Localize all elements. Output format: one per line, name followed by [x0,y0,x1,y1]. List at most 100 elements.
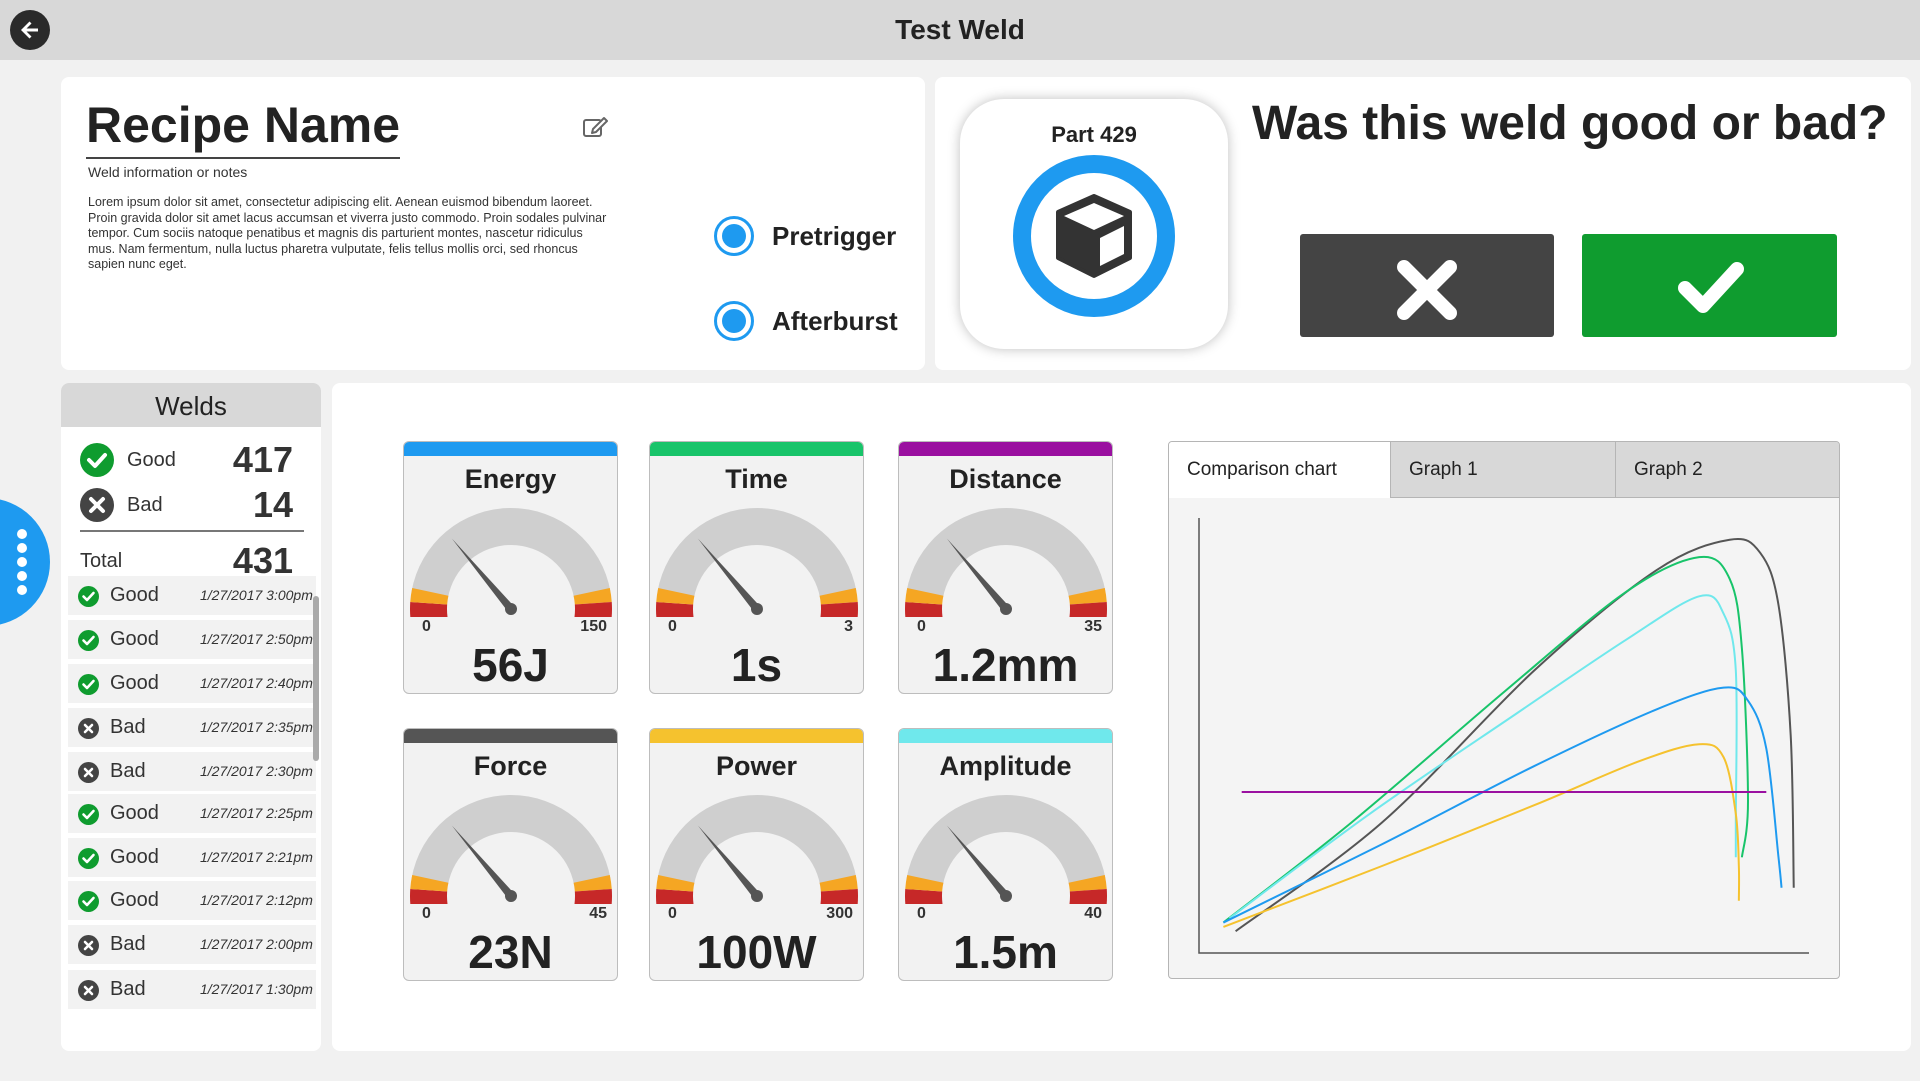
weld-row[interactable]: Good 1/27/2017 2:50pm [68,620,316,659]
weld-status: Good [110,672,159,694]
check-icon [1678,262,1744,313]
afterburst-radio[interactable] [714,301,754,341]
weld-row[interactable]: Good 1/27/2017 2:12pm [68,881,316,920]
close-icon [1397,260,1457,320]
series-line-1 [1222,555,1750,924]
more-vertical-icon [17,529,27,595]
part-label: Part 429 [1051,122,1137,147]
weld-status: Good [110,802,159,824]
weld-status: Good [110,584,159,606]
weld-status: Bad [110,760,146,782]
weld-row[interactable]: Good 1/27/2017 2:21pm [68,838,316,877]
weld-row[interactable]: Bad 1/27/2017 2:30pm [68,752,316,791]
series-line-4 [1223,743,1741,928]
gauge-dial [656,508,858,617]
gauge-value: 1.2mm [932,639,1079,691]
recipe-name[interactable]: Recipe Name [86,96,401,159]
weld-row[interactable]: Good 1/27/2017 2:40pm [68,664,316,703]
weld-time: 1/27/2017 2:21pm [200,849,313,865]
gauge-min: 0 [422,905,431,922]
series-line-0 [1235,538,1795,933]
gauge-title: Amplitude [939,751,1072,781]
tab-graph-2[interactable]: Graph 2 [1616,442,1839,498]
tab-comparison-chart[interactable]: Comparison chart [1169,442,1391,498]
edit-icon[interactable] [582,114,610,140]
gauge-dial [905,508,1107,617]
gauge-value: 23N [468,926,553,978]
comparison-chart [1198,518,1809,954]
gauge-max: 45 [589,905,607,922]
total-label: Total [80,550,123,572]
mark-bad-button[interactable] [1300,234,1554,337]
bad-label: Bad [127,494,163,516]
close-circle-icon [78,980,99,1001]
gauge-dial [656,795,858,904]
cube-icon [1012,154,1176,318]
weld-row[interactable]: Bad 1/27/2017 1:30pm [68,970,316,1009]
series-line-2 [1228,594,1738,920]
afterburst-option[interactable]: Afterburst [714,296,898,346]
weld-status: Good [110,889,159,911]
welds-header: Welds [61,383,321,427]
gauge-min: 0 [917,618,926,635]
gauge-title: Power [715,751,798,781]
tab-graph-1[interactable]: Graph 1 [1391,442,1616,498]
chart-axes [1198,518,1809,954]
bad-count: 14 [252,484,293,525]
gauge-max: 150 [580,618,607,635]
weld-time: 1/27/2017 2:40pm [200,675,313,691]
weld-status: Good [110,846,159,868]
gauge-force: Force 0 45 23N [403,728,618,981]
gauge-value: 1s [730,639,783,691]
gauge-color-bar [650,729,863,743]
gauge-distance: Distance 0 35 1.2mm [898,441,1113,694]
weld-list-scrollbar[interactable] [313,596,319,761]
review-question: Was this weld good or bad? [1252,97,1888,150]
back-button[interactable] [10,10,50,50]
check-circle-icon [78,586,99,607]
gauge-title: Force [473,751,548,781]
gauge-power: Power 0 300 100W [649,728,864,981]
gauge-max: 35 [1084,618,1102,635]
gauge-amplitude: Amplitude 0 40 1.5m [898,728,1113,981]
gauge-min: 0 [668,905,677,922]
check-circle-icon [78,848,99,869]
gauge-dial [410,795,612,904]
recipe-subtitle: Weld information or notes [88,164,248,180]
weld-row[interactable]: Good 1/27/2017 3:00pm [68,576,316,615]
good-count: 417 [232,439,293,480]
weld-time: 1/27/2017 2:12pm [200,892,313,908]
gauge-value: 1.5m [953,926,1058,978]
recipe-notes: Lorem ipsum dolor sit amet, consectetur … [88,195,607,271]
gauge-color-bar [650,442,863,456]
weld-time: 1/27/2017 2:00pm [200,936,313,952]
gauge-energy: Energy 0 150 56J [403,441,618,694]
weld-row[interactable]: Bad 1/27/2017 2:00pm [68,925,316,964]
close-circle-icon [78,762,99,783]
check-circle-icon [80,443,114,477]
weld-time: 1/27/2017 2:30pm [200,763,313,779]
gauge-dial [410,508,612,617]
weld-status: Good [110,628,159,650]
gauge-color-bar [404,442,617,456]
gauge-color-bar [899,729,1112,743]
weld-time: 1/27/2017 2:25pm [200,805,313,821]
gauge-title: Distance [949,464,1062,494]
series-line-3 [1222,686,1783,924]
weld-row[interactable]: Bad 1/27/2017 2:35pm [68,708,316,747]
pretrigger-option[interactable]: Pretrigger [714,211,896,261]
mark-good-button[interactable] [1582,234,1837,337]
weld-status: Bad [110,978,146,1000]
weld-row[interactable]: Good 1/27/2017 2:25pm [68,794,316,833]
gauge-min: 0 [422,618,431,635]
check-circle-icon [78,674,99,695]
gauge-color-bar [899,442,1112,456]
gauge-title: Time [725,464,788,494]
side-drawer-tab[interactable] [0,498,50,626]
check-circle-icon [78,804,99,825]
gauge-color-bar [404,729,617,743]
pretrigger-radio[interactable] [714,216,754,256]
page-title: Test Weld [895,14,1025,45]
total-count: 431 [232,540,293,581]
weld-time: 1/27/2017 1:30pm [200,981,313,997]
